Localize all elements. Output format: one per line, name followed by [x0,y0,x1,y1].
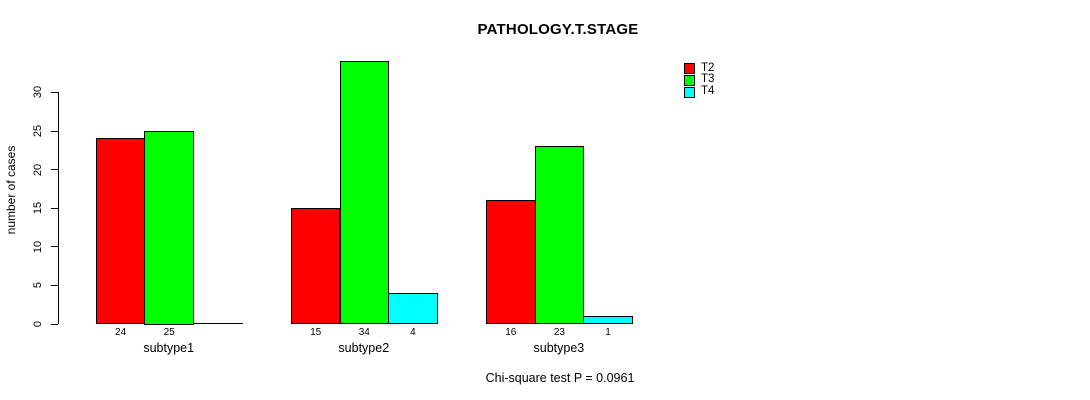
bar-value-label: 25 [163,327,175,338]
y-axis-tick-label: 10 [32,240,44,253]
y-axis-tick [50,323,58,325]
legend-label-t2: T2 [701,61,715,74]
y-axis-tick-label: 30 [32,86,44,99]
category-label: subtype1 [143,341,195,355]
bar-t3 [534,145,585,325]
bar-t2 [486,199,536,325]
bar-t2 [95,138,146,325]
legend-label-t3: T3 [701,73,715,86]
legend-swatch-t2 [684,63,695,74]
legend-swatch-t3 [684,74,695,86]
y-axis-tick [50,246,58,248]
y-axis-tick [50,91,58,93]
bar-t4 [388,292,438,325]
bar-value-label: 34 [358,327,370,338]
bar-value-label: 1 [605,327,611,338]
y-axis-tick [50,284,58,286]
bar-t2 [290,207,341,325]
legend-label-t4: T4 [701,85,715,98]
bar-t3 [339,61,390,325]
y-axis-tick-label: 5 [32,282,44,289]
legend-swatch-t4 [684,86,695,98]
bar-value-label: 15 [310,327,322,338]
chi-square-note: Chi-square test P = 0.0961 [485,371,635,385]
bar-value-label: 23 [553,327,565,338]
y-axis-tick [50,130,58,132]
bar-value-label: 16 [505,327,517,338]
y-axis-tick-label: 25 [32,124,44,138]
category-label: subtype2 [338,341,390,355]
y-axis-tick-label: 0 [32,320,44,328]
chart-title: PATHOLOGY.T.STAGE [477,21,639,38]
bar-value-label: 24 [115,327,127,338]
y-axis-tick-label: 15 [32,202,44,215]
bar-t4-zero [193,323,243,324]
y-axis-tick-label: 20 [32,163,44,176]
y-axis-tick [50,207,58,209]
category-label: subtype3 [533,341,585,355]
bar-value-label: 4 [410,327,416,338]
y-axis-tick [50,169,58,171]
y-axis-line [57,91,59,325]
bar-t4 [583,315,633,325]
bar-t3 [144,130,194,325]
